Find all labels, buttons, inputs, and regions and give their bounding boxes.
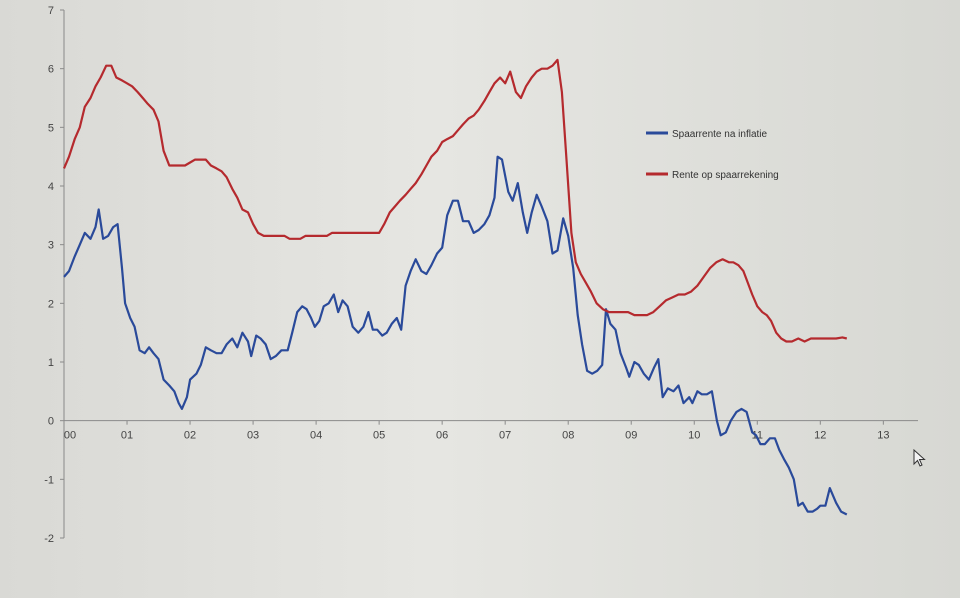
x-tick-label: 09 xyxy=(625,430,637,442)
mouse-cursor-icon xyxy=(913,449,926,467)
legend-label-1: Spaarrente na inflatie xyxy=(672,129,768,140)
x-tick-label: 02 xyxy=(184,430,196,442)
y-tick-label: 7 xyxy=(48,5,54,17)
y-tick-label: 3 xyxy=(48,240,54,252)
x-tick-label: 00 xyxy=(64,430,76,442)
series-line-1 xyxy=(63,155,848,516)
x-tick-label: 13 xyxy=(877,430,889,442)
legend-label-2: Rente op spaarrekening xyxy=(672,170,779,181)
x-tick-label: 06 xyxy=(436,430,448,442)
x-tick-label: 03 xyxy=(247,430,259,442)
y-tick-label: 2 xyxy=(48,298,54,310)
series-line-2 xyxy=(62,58,848,343)
x-tick-label: 01 xyxy=(121,430,133,442)
y-tick-label: -1 xyxy=(44,474,54,486)
y-tick-label: 1 xyxy=(48,357,54,369)
y-tick-label: 0 xyxy=(48,416,54,428)
y-tick-label: -2 xyxy=(44,533,54,545)
x-tick-label: 05 xyxy=(373,430,385,442)
y-tick-label: 4 xyxy=(48,181,54,193)
x-tick-label: 10 xyxy=(688,430,700,442)
x-tick-label: 07 xyxy=(499,430,511,442)
x-tick-label: 04 xyxy=(310,430,322,442)
x-tick-label: 12 xyxy=(814,430,826,442)
y-tick-label: 6 xyxy=(48,64,54,76)
y-tick-label: 5 xyxy=(48,122,54,134)
legend: Spaarrente na inflatie Rente op spaarrek… xyxy=(646,129,779,181)
x-tick-label: 08 xyxy=(562,430,574,442)
